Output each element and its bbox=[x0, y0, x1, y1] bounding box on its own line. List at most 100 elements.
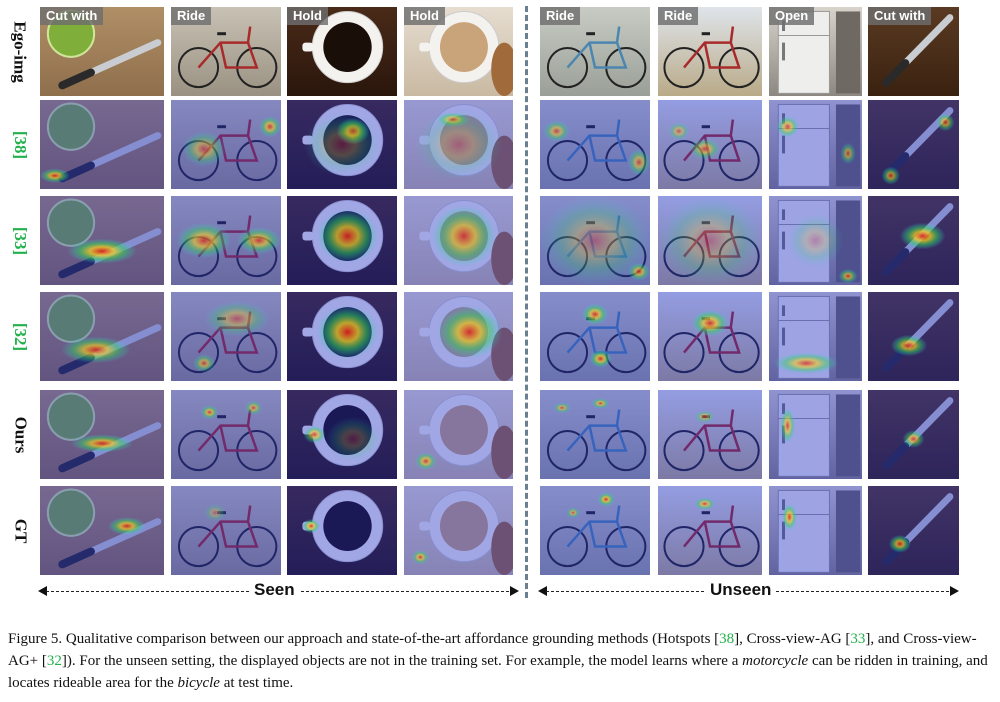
action-tag: Cut with bbox=[868, 7, 932, 25]
seen-label: Seen bbox=[250, 580, 299, 600]
action-tag: Open bbox=[769, 7, 815, 25]
heatmap-image bbox=[287, 196, 397, 285]
heatmap-image bbox=[540, 196, 650, 285]
egocentric-image: Hold bbox=[404, 7, 513, 96]
caption-text-1: Figure 5. Qualitative comparison between… bbox=[8, 631, 720, 647]
cell-graphic bbox=[40, 486, 164, 575]
heatmap-image bbox=[287, 292, 397, 381]
citation-38: 38 bbox=[719, 631, 735, 647]
heatmap-image bbox=[40, 390, 164, 479]
heatmap-image bbox=[658, 196, 762, 285]
row-label-0: Ego-img bbox=[4, 7, 36, 96]
cell-graphic bbox=[171, 196, 281, 285]
seen-arrow-right-icon bbox=[510, 586, 519, 596]
heatmap-image bbox=[868, 390, 959, 479]
action-tag: Hold bbox=[287, 7, 328, 25]
heatmap-image bbox=[40, 196, 164, 285]
cell-graphic bbox=[658, 390, 762, 479]
caption-text-4: ]). For the unseen setting, the displaye… bbox=[61, 653, 743, 669]
cell-graphic bbox=[287, 292, 397, 381]
egocentric-image: Ride bbox=[171, 7, 281, 96]
cell-graphic bbox=[404, 390, 513, 479]
cell-graphic bbox=[171, 292, 281, 381]
cell-graphic bbox=[769, 100, 862, 189]
heatmap-image bbox=[658, 100, 762, 189]
heatmap-image bbox=[40, 100, 164, 189]
heatmap-image bbox=[404, 390, 513, 479]
cell-graphic bbox=[540, 196, 650, 285]
cell-graphic bbox=[171, 486, 281, 575]
caption-emphasis-motorcycle: motorcycle bbox=[742, 653, 809, 669]
heatmap-image bbox=[769, 292, 862, 381]
cell-graphic bbox=[868, 390, 959, 479]
cell-graphic bbox=[540, 292, 650, 381]
row-label-text: [33] bbox=[10, 226, 30, 255]
heatmap-image bbox=[868, 100, 959, 189]
action-tag: Ride bbox=[658, 7, 699, 25]
caption-text-5: can be ridden in training, and locates r… bbox=[8, 653, 988, 691]
cell-graphic bbox=[40, 100, 164, 189]
egocentric-image: Open bbox=[769, 7, 862, 96]
cell-graphic bbox=[658, 486, 762, 575]
cell-graphic bbox=[171, 390, 281, 479]
heatmap-image bbox=[287, 486, 397, 575]
heatmap-image bbox=[171, 390, 281, 479]
heatmap-image bbox=[171, 292, 281, 381]
row-label-text: Ours bbox=[11, 416, 30, 453]
cell-graphic bbox=[658, 196, 762, 285]
heatmap-image bbox=[40, 486, 164, 575]
cell-graphic bbox=[540, 486, 650, 575]
egocentric-image: Cut with bbox=[868, 7, 959, 96]
seen-arrow-left-icon bbox=[38, 586, 47, 596]
row-label-text: [38] bbox=[10, 130, 30, 159]
heatmap-image bbox=[769, 100, 862, 189]
unseen-arrow-left-icon bbox=[538, 586, 547, 596]
row-label-text: Ego-img bbox=[11, 20, 31, 83]
heatmap-image bbox=[171, 100, 281, 189]
cell-graphic bbox=[658, 100, 762, 189]
heatmap-image bbox=[404, 100, 513, 189]
heatmap-image bbox=[658, 486, 762, 575]
action-tag: Cut with bbox=[40, 7, 104, 25]
cell-graphic bbox=[769, 390, 862, 479]
citation-32: 32 bbox=[46, 653, 62, 669]
cell-graphic bbox=[287, 100, 397, 189]
cell-graphic bbox=[40, 390, 164, 479]
cell-graphic bbox=[868, 196, 959, 285]
cell-graphic bbox=[868, 486, 959, 575]
cell-graphic bbox=[40, 292, 164, 381]
row-label-2: [33] bbox=[4, 196, 36, 285]
unseen-arrow-right-icon bbox=[950, 586, 959, 596]
heatmap-image bbox=[769, 390, 862, 479]
cell-graphic bbox=[287, 196, 397, 285]
heatmap-image bbox=[540, 100, 650, 189]
heatmap-image bbox=[868, 486, 959, 575]
cell-graphic bbox=[404, 196, 513, 285]
cell-graphic bbox=[404, 486, 513, 575]
row-label-text: [32] bbox=[10, 322, 30, 351]
egocentric-image: Cut with bbox=[40, 7, 164, 96]
egocentric-image: Ride bbox=[540, 7, 650, 96]
citation-33: 33 bbox=[850, 631, 866, 647]
row-label-text: GT bbox=[11, 518, 30, 543]
figure-caption: Figure 5. Qualitative comparison between… bbox=[8, 628, 994, 694]
cell-graphic bbox=[540, 100, 650, 189]
row-label-4: Ours bbox=[4, 390, 36, 479]
cell-graphic bbox=[404, 292, 513, 381]
heatmap-image bbox=[171, 196, 281, 285]
cell-graphic bbox=[171, 100, 281, 189]
cell-graphic bbox=[868, 292, 959, 381]
egocentric-image: Ride bbox=[658, 7, 762, 96]
row-label-3: [32] bbox=[4, 292, 36, 381]
heatmap-image bbox=[769, 486, 862, 575]
heatmap-image bbox=[40, 292, 164, 381]
heatmap-image bbox=[540, 486, 650, 575]
caption-text-3: ], and Cross-view-AG+ [ bbox=[8, 631, 977, 669]
cell-graphic bbox=[769, 486, 862, 575]
heatmap-image bbox=[404, 196, 513, 285]
heatmap-image bbox=[658, 390, 762, 479]
caption-text-2: ], Cross-view-AG [ bbox=[734, 631, 851, 647]
heatmap-image bbox=[868, 196, 959, 285]
heatmap-image bbox=[287, 390, 397, 479]
cell-graphic bbox=[769, 292, 862, 381]
